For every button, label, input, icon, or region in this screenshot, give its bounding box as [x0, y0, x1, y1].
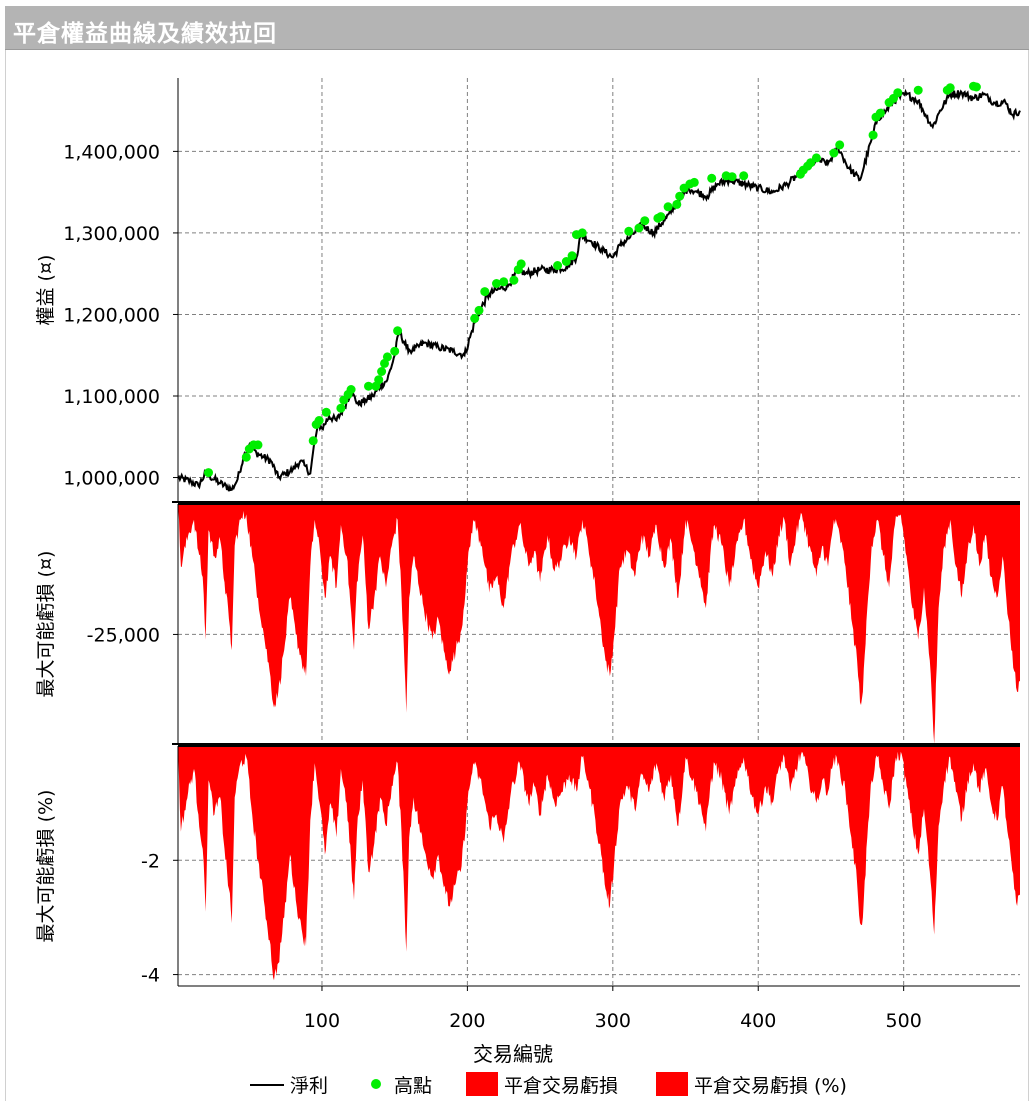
high-point-marker	[364, 381, 373, 391]
high-point-marker	[204, 468, 213, 478]
drawdown-percent-y-axis-label: 最大可能虧損 (%)	[35, 790, 57, 943]
x-tick-label-400: 400	[740, 1010, 776, 1032]
high-point-marker	[811, 153, 821, 163]
high-point-marker	[470, 314, 480, 323]
equity-y-tick-label: 1,200,000	[63, 304, 160, 326]
high-point-marker	[516, 259, 526, 269]
high-point-marker	[253, 440, 263, 450]
drawdown-percent-y-tick-label: -4	[141, 965, 160, 987]
high-point-marker	[672, 199, 682, 209]
legend-box-swatch	[656, 1072, 688, 1096]
high-point-marker	[374, 375, 384, 385]
high-point-marker	[474, 305, 484, 315]
legend: 淨利 高點 平倉交易虧損 平倉交易虧損 (%)	[250, 1072, 847, 1097]
high-point-marker	[739, 171, 749, 181]
high-point-marker	[640, 216, 650, 226]
high-point-marker	[707, 173, 717, 183]
drawdown-percent-y-tick-label: -2	[141, 850, 160, 872]
legend-marker-swatch	[371, 1079, 381, 1089]
high-point-marker	[634, 223, 644, 233]
drawdown-currency-y-axis-label: 最大可能虧損 (¤)	[35, 551, 57, 698]
legend-entry: 高點	[371, 1075, 432, 1097]
high-point-marker	[314, 416, 324, 425]
high-point-marker	[382, 352, 392, 362]
high-point-marker	[656, 212, 666, 222]
equity-y-axis-label: 權益 (¤)	[35, 255, 57, 326]
high-point-marker	[499, 277, 509, 287]
high-point-marker	[829, 148, 839, 158]
high-point-marker	[377, 367, 387, 376]
high-point-marker	[492, 279, 501, 288]
x-tick-label-300: 300	[595, 1010, 631, 1032]
high-point-marker	[727, 172, 737, 182]
high-point-marker	[689, 177, 699, 187]
equity-y-tick-label: 1,000,000	[63, 468, 160, 490]
drawdown-currency-area	[178, 504, 1020, 744]
high-point-markers	[204, 81, 981, 478]
high-point-marker	[321, 407, 331, 417]
equity-y-tick-label: 1,300,000	[63, 223, 160, 245]
high-point-marker	[945, 83, 955, 93]
high-point-marker	[868, 130, 878, 140]
high-point-marker	[577, 228, 587, 238]
x-tick-label-500: 500	[886, 1010, 922, 1032]
high-point-marker	[480, 287, 490, 297]
drawdown-percent-area	[178, 746, 1020, 981]
x-tick-label-200: 200	[449, 1010, 485, 1032]
high-point-marker	[875, 108, 885, 118]
high-point-marker	[509, 275, 519, 285]
grid-layer	[178, 78, 1020, 986]
x-axis-label: 交易編號	[473, 1042, 553, 1066]
high-point-marker	[561, 257, 571, 266]
panel-frame	[5, 50, 1029, 1101]
high-point-marker	[893, 88, 903, 98]
high-point-marker	[553, 261, 563, 270]
drawdown-currency-y-tick-label: -25,000	[87, 624, 160, 646]
high-point-marker	[390, 346, 400, 356]
equity-y-tick-label: 1,400,000	[63, 141, 160, 163]
x-tick-label-100: 100	[304, 1010, 340, 1032]
equity-line-layer	[177, 88, 1021, 492]
equity-line	[177, 88, 1021, 492]
legend-entry: 平倉交易虧損 (%)	[656, 1072, 847, 1097]
legend-label: 平倉交易虧損 (%)	[694, 1075, 847, 1097]
high-point-marker	[971, 82, 981, 92]
high-point-marker	[567, 251, 577, 261]
high-point-marker	[346, 385, 356, 394]
window-title: 平倉權益曲線及績效拉回	[13, 21, 277, 47]
high-point-marker	[663, 202, 673, 212]
legend-label: 高點	[394, 1075, 432, 1097]
legend-entry: 平倉交易虧損	[466, 1072, 618, 1097]
legend-box-swatch	[466, 1072, 498, 1096]
title-bar: 平倉權益曲線及績效拉回	[5, 6, 1029, 50]
legend-label: 淨利	[290, 1075, 328, 1097]
high-point-marker	[308, 436, 318, 446]
high-point-marker	[624, 226, 634, 236]
legend-label: 平倉交易虧損	[504, 1075, 618, 1097]
high-point-marker	[675, 191, 685, 201]
drawdown-areas	[178, 504, 1020, 981]
axes	[172, 78, 1020, 991]
high-point-marker	[241, 452, 251, 462]
high-point-marker	[336, 403, 346, 413]
legend-entry: 淨利	[250, 1075, 328, 1097]
axis-labels: 100 200 300 400 500 交易編號 1,000,000 1,100,000 1,2…	[35, 141, 922, 1066]
high-point-marker	[393, 326, 403, 336]
high-point-marker	[913, 85, 923, 95]
equity-y-tick-label: 1,100,000	[63, 386, 160, 408]
high-point-marker	[835, 140, 845, 150]
